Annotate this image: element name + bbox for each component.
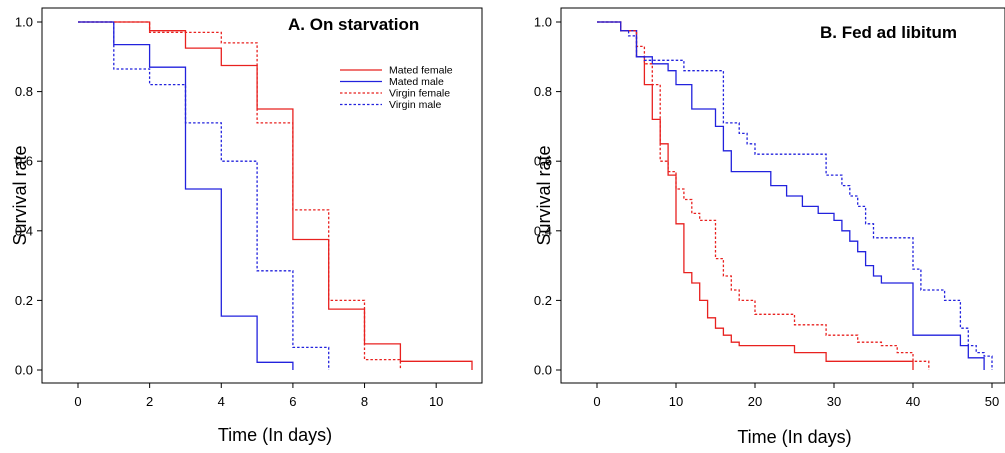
series-line-2 [597, 21, 985, 370]
y-tick-label: 1.0 [534, 15, 552, 30]
legend-label: Mated female [389, 65, 453, 77]
x-tick-label: 0 [593, 394, 600, 409]
x-tick-label: 10 [429, 394, 443, 409]
y-tick-label: 0.6 [15, 154, 33, 169]
y-tick-label: 0.6 [534, 154, 552, 169]
x-tick-label: 8 [361, 394, 368, 409]
x-tick-label: 2 [146, 394, 153, 409]
x-tick-label: 4 [218, 394, 225, 409]
chart-title: B. Fed ad libitum [820, 23, 957, 42]
x-tick-label: 40 [906, 394, 920, 409]
series-line-virgin-female [78, 21, 402, 370]
y-tick-label: 0.8 [15, 84, 33, 99]
x-axis-label: Time (In days) [218, 425, 332, 445]
y-tick-label: 0.2 [534, 293, 552, 308]
series-line-1 [597, 21, 914, 370]
y-tick-label: 0.4 [15, 223, 33, 238]
series-line-virgin-male [78, 21, 330, 370]
x-tick-label: 6 [289, 394, 296, 409]
x-tick-label: 0 [74, 394, 81, 409]
y-tick-label: 0.8 [534, 84, 552, 99]
series-line-3 [597, 21, 930, 370]
x-tick-label: 20 [748, 394, 762, 409]
legend-label: Virgin male [389, 99, 441, 111]
x-tick-label: 30 [827, 394, 841, 409]
y-tick-label: 0.2 [15, 293, 33, 308]
y-tick-label: 1.0 [15, 15, 33, 30]
legend-label: Virgin female [389, 88, 450, 100]
series-line-mated-female [78, 21, 473, 370]
series-line-mated-male [78, 21, 294, 370]
chart-panel-a: 0.0 0.2 0.4 0.6 0.8 1.0 0 2 4 6 8 10 Time (In days) S… [10, 7, 483, 445]
x-axis-label: Time (In days) [737, 427, 851, 447]
y-axis-label: Survival rate [534, 145, 554, 245]
plot-frame [560, 7, 1005, 384]
plot-frame [41, 7, 483, 384]
chart-panel-b: 0.0 0.2 0.4 0.6 0.8 1.0 0 10 20 30 40 50 Time (In da… [534, 7, 1005, 447]
y-tick-label: 0.0 [534, 363, 552, 378]
x-tick-label: 10 [669, 394, 683, 409]
x-tick-label: 50 [985, 394, 999, 409]
y-tick-label: 0.0 [15, 363, 33, 378]
legend-label: Mated male [389, 76, 444, 88]
chart-title: A. On starvation [288, 15, 419, 34]
y-tick-label: 0.4 [534, 223, 552, 238]
y-axis-label: Survival rate [10, 145, 30, 245]
